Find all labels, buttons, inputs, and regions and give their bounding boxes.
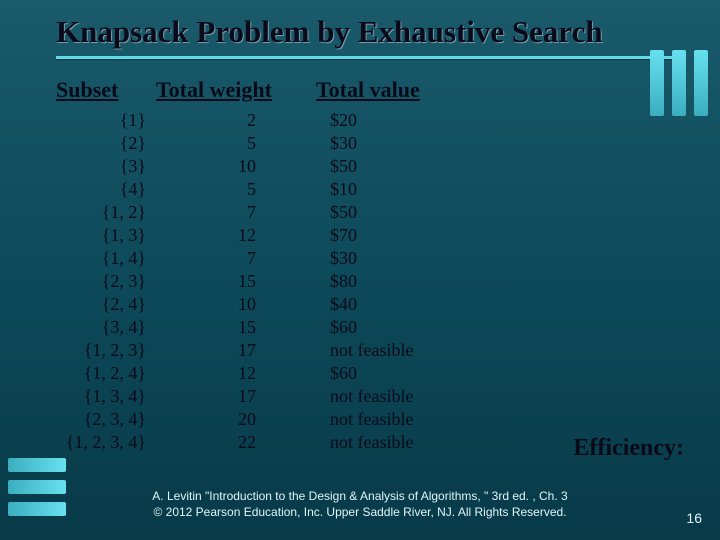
decor-top-right: [650, 50, 708, 116]
page-number: 16: [686, 510, 702, 526]
cell-value: $70: [286, 224, 456, 247]
table-row: {3, 4}15$60: [56, 316, 684, 339]
cell-value: not feasible: [286, 408, 456, 431]
cell-weight: 22: [186, 431, 286, 454]
cell-subset: {2, 3, 4}: [56, 408, 186, 431]
subset-table: Subset Total weight Total value {1}2$20{…: [56, 77, 684, 454]
table-row: {2}5$30: [56, 132, 684, 155]
table-row: {1, 3}12$70: [56, 224, 684, 247]
cell-weight: 12: [186, 362, 286, 385]
slide: Knapsack Problem by Exhaustive Search Su…: [0, 0, 720, 540]
cell-weight: 20: [186, 408, 286, 431]
header-subset: Subset: [56, 77, 156, 103]
cell-subset: {1, 2, 3, 4}: [56, 431, 186, 454]
cell-value: $10: [286, 178, 456, 201]
cell-weight: 15: [186, 270, 286, 293]
footer-line-1: A. Levitin "Introduction to the Design &…: [0, 488, 720, 504]
cell-value: not feasible: [286, 431, 456, 454]
cell-value: $50: [286, 155, 456, 178]
cell-value: $40: [286, 293, 456, 316]
cell-weight: 12: [186, 224, 286, 247]
cell-subset: {1, 2, 4}: [56, 362, 186, 385]
cell-weight: 7: [186, 247, 286, 270]
cell-subset: {2, 3}: [56, 270, 186, 293]
efficiency-label: Efficiency:: [573, 435, 684, 462]
cell-weight: 5: [186, 132, 286, 155]
cell-weight: 10: [186, 155, 286, 178]
cell-weight: 17: [186, 339, 286, 362]
cell-value: not feasible: [286, 339, 456, 362]
cell-subset: {1, 3}: [56, 224, 186, 247]
table-row: {1, 2}7$50: [56, 201, 684, 224]
cell-value: $30: [286, 247, 456, 270]
header-value: Total value: [316, 77, 476, 103]
cell-weight: 7: [186, 201, 286, 224]
table-row: {2, 3, 4}20not feasible: [56, 408, 684, 431]
cell-weight: 10: [186, 293, 286, 316]
cell-value: $60: [286, 316, 456, 339]
table-row: {1, 3, 4}17not feasible: [56, 385, 684, 408]
cell-value: $60: [286, 362, 456, 385]
cell-weight: 15: [186, 316, 286, 339]
cell-weight: 2: [186, 109, 286, 132]
header-weight: Total weight: [156, 77, 316, 103]
cell-value: $20: [286, 109, 456, 132]
table-row: {1, 2, 3}17not feasible: [56, 339, 684, 362]
cell-subset: {4}: [56, 178, 186, 201]
table-row: {3}10$50: [56, 155, 684, 178]
table-row: {1, 2, 4}12$60: [56, 362, 684, 385]
cell-value: $50: [286, 201, 456, 224]
cell-subset: {2, 4}: [56, 293, 186, 316]
cell-value: $80: [286, 270, 456, 293]
footer: A. Levitin "Introduction to the Design &…: [0, 488, 720, 520]
footer-line-2: © 2012 Pearson Education, Inc. Upper Sad…: [0, 504, 720, 520]
title-underline: [56, 56, 684, 59]
cell-value: not feasible: [286, 385, 456, 408]
table-row: {2, 4}10$40: [56, 293, 684, 316]
table-row: {1}2$20: [56, 109, 684, 132]
table-row: {1, 4}7$30: [56, 247, 684, 270]
slide-title: Knapsack Problem by Exhaustive Search: [56, 14, 684, 50]
cell-subset: {1}: [56, 109, 186, 132]
cell-subset: {3}: [56, 155, 186, 178]
table-body: {1}2$20{2}5$30{3}10$50{4}5$10{1, 2}7$50{…: [56, 109, 684, 454]
cell-value: $30: [286, 132, 456, 155]
cell-weight: 5: [186, 178, 286, 201]
cell-subset: {1, 2, 3}: [56, 339, 186, 362]
cell-subset: {1, 4}: [56, 247, 186, 270]
table-row: {2, 3}15$80: [56, 270, 684, 293]
cell-weight: 17: [186, 385, 286, 408]
table-header-row: Subset Total weight Total value: [56, 77, 684, 103]
table-row: {4}5$10: [56, 178, 684, 201]
cell-subset: {1, 2}: [56, 201, 186, 224]
cell-subset: {1, 3, 4}: [56, 385, 186, 408]
cell-subset: {2}: [56, 132, 186, 155]
cell-subset: {3, 4}: [56, 316, 186, 339]
